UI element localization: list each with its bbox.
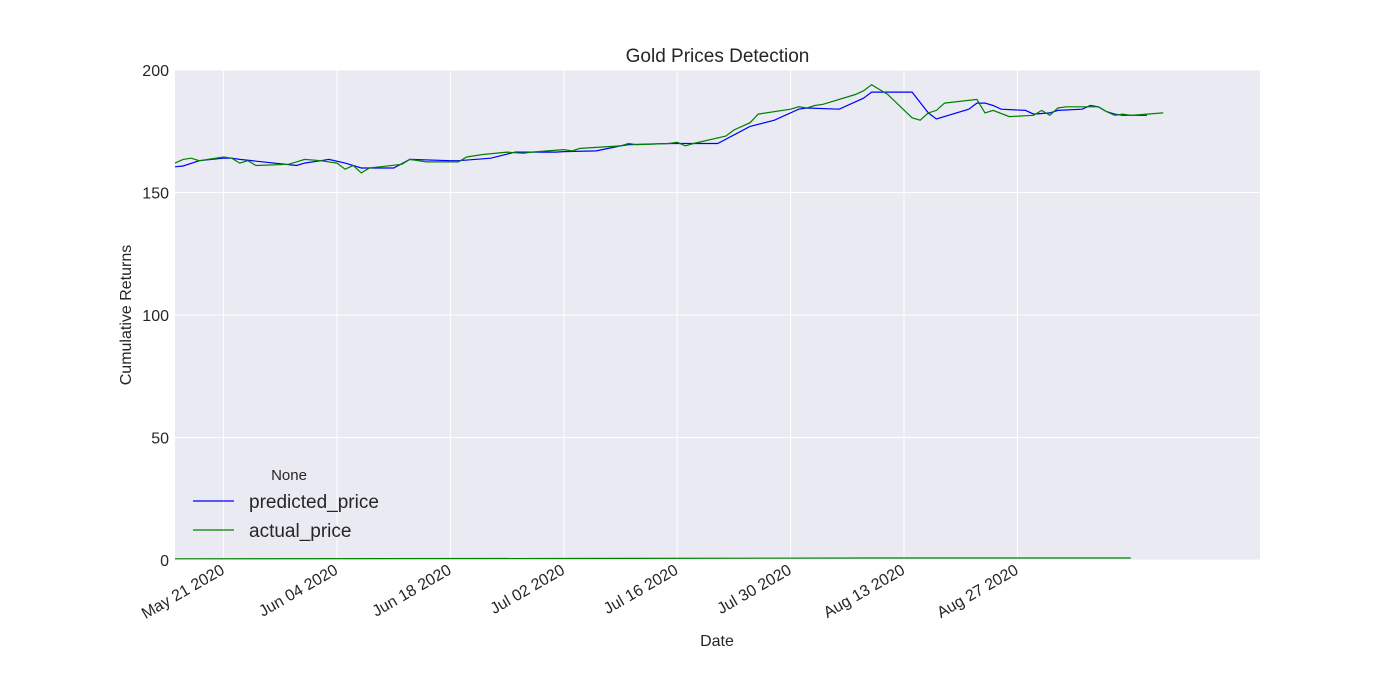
x-tick-label: Jun 04 2020	[256, 562, 341, 621]
series-actual-price-line	[174, 83, 1164, 174]
y-tick-label: 200	[142, 63, 169, 80]
y-tick-labels: 0 50 100 150 200	[142, 63, 169, 570]
x-tick-label: Jun 18 2020	[370, 562, 455, 621]
legend-label: predicted_price	[249, 492, 379, 513]
x-tick-label: Jul 30 2020	[714, 562, 794, 618]
legend-entries: predicted_price actual_price	[193, 492, 379, 542]
x-tick-label: Aug 27 2020	[934, 562, 1021, 622]
x-tick-label: Jul 16 2020	[601, 562, 681, 618]
x-tick-label: May 21 2020	[139, 562, 228, 623]
x-axis-label: Date	[700, 633, 734, 650]
y-axis-label: Cumulative Returns	[118, 245, 135, 386]
series-baseline-line	[174, 557, 1131, 560]
legend-label: actual_price	[249, 521, 351, 542]
x-tick-label: Aug 13 2020	[821, 562, 908, 622]
y-tick-label: 150	[142, 186, 169, 203]
series-layer	[174, 83, 1164, 560]
legend-title: None	[271, 467, 307, 484]
y-tick-label: 50	[151, 431, 169, 448]
chart-title: Gold Prices Detection	[626, 46, 810, 67]
x-tick-labels: May 21 2020 Jun 04 2020 Jun 18 2020 Jul 02 …	[139, 562, 1022, 623]
x-tick-label: Jul 02 2020	[488, 562, 568, 618]
y-tick-label: 100	[142, 308, 169, 325]
legend: None predicted_price actual_price	[193, 467, 379, 542]
y-tick-label: 0	[160, 553, 169, 570]
